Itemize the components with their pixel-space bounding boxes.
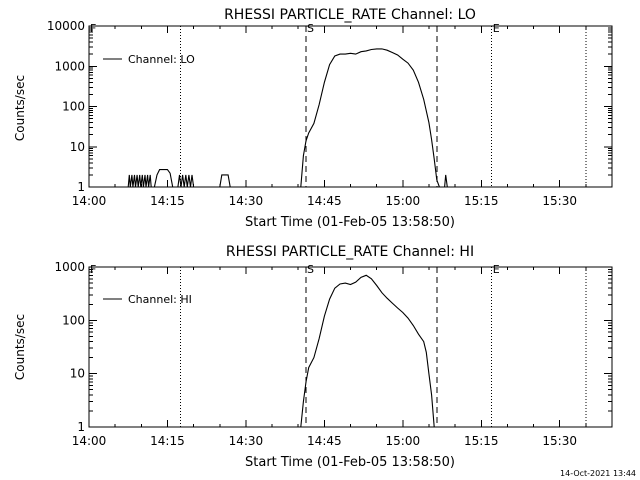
panel-lo-title: RHESSI PARTICLE_RATE Channel: LO [224,7,476,23]
x-tick-label: 15:15 [464,194,499,208]
x-tick-label: 14:00 [72,434,107,448]
x-tick-label: 14:00 [72,194,107,208]
x-tick-label: 14:15 [150,434,185,448]
x-tick-label: 15:30 [542,434,577,448]
plot-frame [88,266,613,428]
x-tick-label: 15:15 [464,434,499,448]
x-tick-label: 14:45 [307,434,342,448]
footer-timestamp: 14-Oct-2021 13:44 [560,469,636,478]
panel-lo-legend-label: Channel: LO [128,53,195,66]
series-line [177,174,195,188]
panel-lo-ylabel: Counts/sec [13,75,27,141]
series-line [127,174,152,188]
event-marker-label: S [307,263,314,276]
event-marker-label: F [90,22,96,35]
series-line [153,169,174,188]
panel-hi-legend-label: Channel: HI [128,293,192,306]
panel-lo-xlabel: Start Time (01-Feb-05 13:58:50) [245,215,455,230]
event-marker-label: F [90,263,96,276]
series-line [300,274,435,428]
x-tick-label: 14:30 [229,194,264,208]
series-line [300,48,440,188]
panel-hi-ylabel: Counts/sec [13,314,27,380]
x-tick-label: 14:45 [307,194,342,208]
y-tick-label: 100 [62,313,85,327]
x-tick-label: 15:00 [386,434,421,448]
y-tick-label: 10000 [47,19,85,33]
event-marker-label: S [307,22,314,35]
y-tick-label: 1 [77,420,85,434]
x-tick-label: 15:30 [542,194,577,208]
y-tick-label: 100 [62,100,85,114]
x-tick-label: 14:30 [229,434,264,448]
panel-hi: RHESSI PARTICLE_RATE Channel: HI Counts/… [13,244,613,470]
series-line [219,174,231,188]
panel-hi-xlabel: Start Time (01-Feb-05 13:58:50) [245,455,455,470]
series-line [444,174,448,188]
y-tick-label: 1 [77,180,85,194]
x-tick-label: 15:00 [386,194,421,208]
y-tick-label: 10 [70,367,85,381]
panel-hi-title: RHESSI PARTICLE_RATE Channel: HI [226,244,474,260]
event-marker-label: E [493,263,500,276]
event-marker-label: E [493,22,500,35]
panel-lo: RHESSI PARTICLE_RATE Channel: LO Counts/… [13,7,613,230]
plot-frame [88,25,613,188]
x-tick-label: 14:15 [150,194,185,208]
y-tick-label: 10 [70,140,85,154]
y-tick-label: 1000 [54,260,85,274]
y-tick-label: 1000 [54,59,85,73]
